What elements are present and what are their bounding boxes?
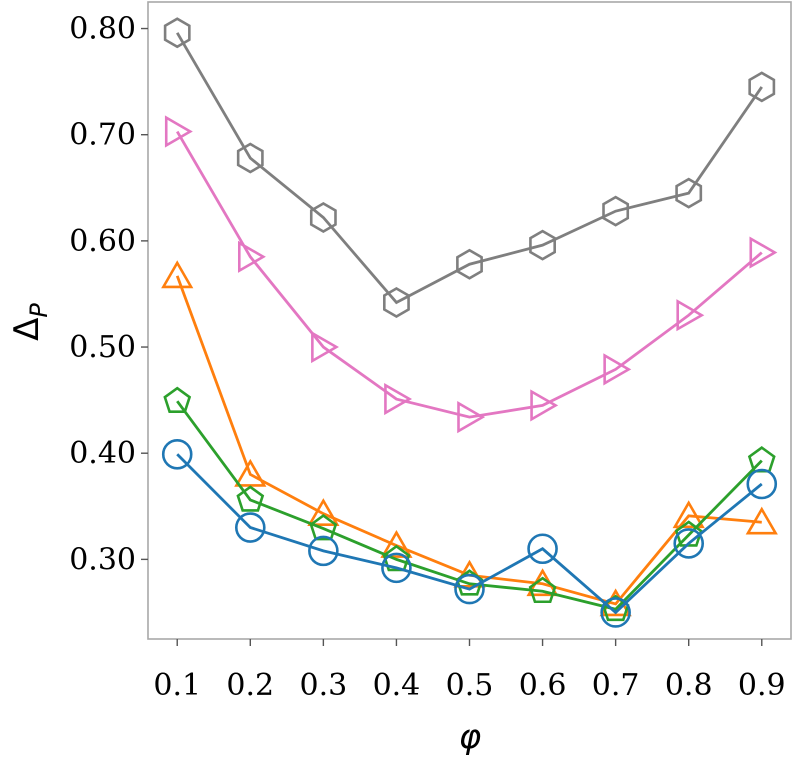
- data-point-triangle-right: [457, 401, 486, 434]
- y-axis-label: ΔP: [7, 303, 53, 341]
- series-layer: [161, 17, 778, 628]
- series-line: [176, 453, 763, 615]
- x-tick-label: 0.9: [738, 668, 786, 703]
- series-green-pentagon: [163, 386, 776, 622]
- data-point-circle: [308, 535, 339, 567]
- data-point-circle: [600, 597, 631, 628]
- y-axis-label-subscript: P: [25, 303, 53, 318]
- data-point-pentagon: [309, 513, 338, 541]
- series-line: [176, 400, 763, 611]
- x-tick-label: 0.2: [226, 668, 274, 703]
- data-point-circle: [454, 573, 485, 605]
- series-pink-triangle-right: [164, 115, 778, 434]
- x-tick-label: 0.1: [153, 668, 201, 703]
- series-line: [176, 32, 763, 305]
- x-tick-label: 0.8: [665, 668, 713, 703]
- data-point-hexagon: [675, 177, 703, 209]
- data-point-triangle-right: [384, 382, 413, 416]
- series-line: [176, 130, 763, 419]
- data-point-triangle-right: [749, 236, 778, 269]
- data-point-triangle-right: [603, 353, 632, 386]
- data-point-circle: [527, 533, 558, 565]
- data-point-circle: [746, 468, 778, 500]
- data-point-pentagon: [236, 485, 265, 512]
- data-point-pentagon: [747, 446, 776, 473]
- series-gray-hexagon: [163, 17, 776, 318]
- y-axis-label-symbol: Δ: [7, 318, 47, 341]
- data-point-pentagon: [674, 520, 703, 547]
- data-point-triangle-up: [307, 498, 340, 527]
- data-point-hexagon: [163, 17, 191, 49]
- y-tick-label: 0.80: [69, 12, 136, 47]
- data-point-triangle-right: [311, 330, 339, 364]
- x-tick-label: 0.3: [300, 668, 348, 703]
- data-point-hexagon: [456, 248, 483, 280]
- data-point-triangle-up: [672, 500, 705, 529]
- data-point-circle: [234, 512, 266, 543]
- data-point-triangle-right: [238, 240, 266, 273]
- data-point-triangle-right: [676, 299, 705, 332]
- data-point-hexagon: [529, 229, 556, 261]
- data-point-triangle-up: [380, 529, 413, 558]
- data-point-triangle-up: [161, 260, 194, 289]
- x-tick-label: 0.6: [519, 668, 567, 703]
- data-point-circle: [673, 528, 705, 559]
- y-tick-label: 0.40: [69, 436, 136, 471]
- data-point-circle: [161, 438, 193, 470]
- data-point-pentagon: [163, 386, 192, 414]
- data-point-triangle-right: [164, 115, 193, 148]
- data-point-hexagon: [602, 195, 630, 227]
- data-point-pentagon: [528, 576, 557, 604]
- y-tick-label: 0.30: [69, 542, 136, 577]
- data-point-triangle-right: [530, 389, 559, 422]
- series-blue-circle: [161, 438, 778, 628]
- x-tick-label: 0.7: [592, 668, 640, 703]
- data-point-hexagon: [236, 142, 264, 174]
- x-tick-label: 0.5: [446, 668, 494, 703]
- data-point-pentagon: [382, 544, 411, 572]
- y-tick-label: 0.60: [69, 224, 136, 259]
- data-point-triangle-up: [745, 506, 778, 535]
- y-tick-label: 0.70: [69, 118, 136, 153]
- series-orange-triangle-up: [161, 260, 778, 617]
- data-point-circle: [381, 552, 412, 584]
- ticks-layer: 0.1 0.2 0.3 0.4 0.5 0.6 0.7 0.8 0.9 0.30 0.40 0.50 0…: [69, 12, 785, 703]
- y-tick-label: 0.50: [69, 330, 136, 365]
- data-point-hexagon: [309, 202, 337, 234]
- data-point-hexagon: [383, 286, 410, 318]
- x-tick-label: 0.4: [373, 668, 421, 703]
- data-point-hexagon: [748, 71, 776, 103]
- x-axis-label: φ: [459, 717, 482, 757]
